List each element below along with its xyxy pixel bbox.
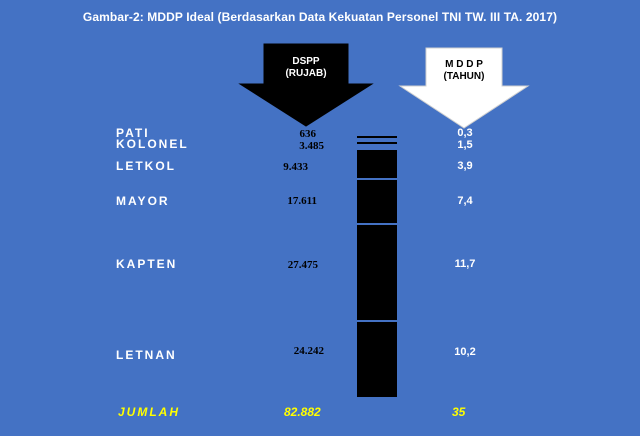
dspp-value-mayor: 17.611 bbox=[287, 195, 317, 207]
page-title: Gambar-2: MDDP Ideal (Berdasarkan Data K… bbox=[82, 10, 558, 24]
total-dspp: 82.882 bbox=[284, 405, 321, 419]
mddp-sublabel: (TAHUN) bbox=[443, 71, 485, 82]
dspp-value-letnan: 24.242 bbox=[293, 345, 324, 357]
column-segment-pati bbox=[357, 136, 397, 138]
column-segment-letnan bbox=[357, 322, 397, 397]
rank-label-mayor: MAYOR bbox=[116, 194, 170, 208]
column-segment-letkol bbox=[357, 150, 397, 178]
dspp-value-kolonel: 3.485 bbox=[299, 140, 324, 152]
mddp-arrow bbox=[398, 47, 530, 129]
mddp-value-letkol: 3,9 bbox=[457, 160, 473, 172]
mddp-value-kolonel: 1,5 bbox=[457, 139, 473, 151]
mddp-value-pati: 0,3 bbox=[457, 127, 473, 139]
dspp-value-kapten: 27.475 bbox=[287, 259, 318, 271]
dspp-value-letkol: 9.433 bbox=[283, 161, 308, 173]
mddp-value-mayor: 7,4 bbox=[457, 195, 473, 207]
total-mddp: 35 bbox=[452, 405, 466, 419]
rank-label-kapten: KAPTEN bbox=[116, 257, 178, 271]
mddp-arrow-shape bbox=[398, 47, 530, 129]
column-segment-kolonel bbox=[357, 142, 397, 144]
dspp-arrow-shape bbox=[238, 43, 374, 127]
dspp-label: DSPP bbox=[292, 56, 320, 67]
column-segment-kapten bbox=[357, 225, 397, 320]
dspp-arrow-label: DSPP (RUJAB) bbox=[266, 56, 346, 80]
rank-label-pati: PATI bbox=[116, 126, 150, 140]
mddp-arrow-label: M D D P (TAHUN) bbox=[424, 59, 504, 83]
mddp-value-letnan: 10,2 bbox=[454, 346, 476, 358]
dspp-value-pati: 636 bbox=[299, 128, 317, 140]
column-segment-mayor bbox=[357, 180, 397, 223]
rank-label-kolonel: KOLONEL bbox=[116, 137, 189, 151]
dspp-arrow bbox=[238, 43, 374, 127]
rank-label-letkol: LETKOL bbox=[116, 159, 176, 173]
mddp-label: M D D P bbox=[445, 59, 483, 70]
total-label: JUMLAH bbox=[118, 405, 180, 419]
dspp-sublabel: (RUJAB) bbox=[285, 68, 327, 79]
rank-label-letnan: LETNAN bbox=[116, 348, 177, 362]
mddp-value-kapten: 11,7 bbox=[454, 258, 476, 270]
